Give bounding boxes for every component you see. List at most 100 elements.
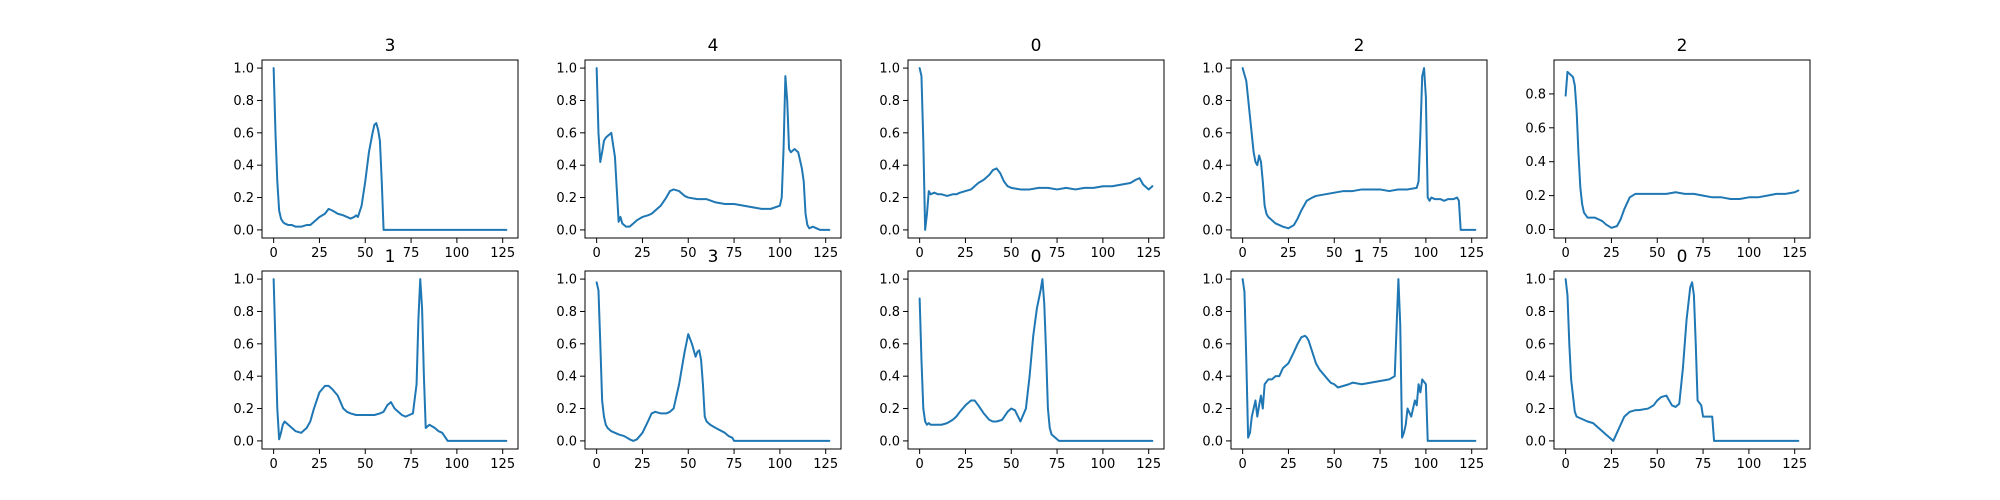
- y-tick-label: 0.8: [556, 94, 577, 109]
- y-tick-label: 0.6: [1525, 121, 1546, 136]
- x-tick-label: 25: [311, 246, 328, 261]
- x-tick-label: 0: [1238, 246, 1246, 261]
- y-tick-label: 0.4: [1202, 159, 1223, 174]
- subplot-1: 3 0 25 50 75 100 125 0.0 0.2 0.4 0.6 0.8 1.0: [233, 36, 519, 261]
- x-tick-label: 50: [1649, 457, 1666, 472]
- series-line: [1564, 70, 1800, 229]
- y-tick-label: 0.2: [556, 191, 577, 206]
- y-tick-label: 0.6: [879, 126, 900, 141]
- y-tick-label: 0.0: [1202, 434, 1223, 449]
- x-tick-label: 100: [444, 457, 469, 472]
- x-tick-label: 100: [1736, 246, 1761, 261]
- subplot-title: 3: [385, 36, 396, 56]
- x-tick-label: 100: [1090, 457, 1115, 472]
- x-tick-label: 25: [1603, 246, 1620, 261]
- subplot-title: 1: [1354, 247, 1365, 267]
- x-tick-label: 100: [1413, 246, 1438, 261]
- y-tick-label: 0.2: [1525, 402, 1546, 417]
- x-tick-label: 0: [592, 246, 600, 261]
- y-tick-label: 1.0: [233, 273, 254, 288]
- y-tick-label: 1.0: [556, 273, 577, 288]
- y-tick-label: 0.6: [556, 126, 577, 141]
- x-tick-label: 75: [726, 246, 743, 261]
- plot-frame: [907, 270, 1165, 450]
- x-tick-label: 125: [1782, 246, 1807, 261]
- y-tick-label: 1.0: [1202, 62, 1223, 77]
- x-tick-label: 75: [1695, 246, 1712, 261]
- x-tick-label: 0: [1561, 246, 1569, 261]
- x-tick-label: 25: [957, 246, 974, 261]
- subplot-title: 2: [1354, 36, 1365, 56]
- subplot-title: 0: [1031, 247, 1042, 267]
- plot-frame: [261, 270, 519, 450]
- x-tick-label: 50: [680, 457, 697, 472]
- x-tick-label: 75: [403, 457, 420, 472]
- series-line: [595, 67, 831, 231]
- subplot-title: 4: [708, 36, 719, 56]
- x-tick-label: 0: [269, 246, 277, 261]
- subplot-9: 1 0 25 50 75 100 125 0.0 0.2 0.4 0.6 0.8 1.0: [1202, 247, 1488, 472]
- y-tick-label: 0.4: [879, 370, 900, 385]
- y-tick-label: 1.0: [556, 62, 577, 77]
- subplot-5: 2 0 25 50 75 100 125 0.0 0.2 0.4 0.6 0.8: [1525, 36, 1811, 261]
- y-tick-label: 0.8: [1202, 94, 1223, 109]
- y-tick-label: 0.8: [1525, 305, 1546, 320]
- plot-frame: [1230, 270, 1488, 450]
- subplot-4: 2 0 25 50 75 100 125 0.0 0.2 0.4 0.6 0.8 1.0: [1202, 36, 1488, 261]
- x-tick-label: 50: [357, 246, 374, 261]
- subplot-title: 0: [1677, 247, 1688, 267]
- y-tick-label: 0.0: [879, 434, 900, 449]
- x-tick-label: 25: [1280, 457, 1297, 472]
- x-tick-label: 0: [269, 457, 277, 472]
- y-tick-label: 0.6: [1202, 337, 1223, 352]
- y-tick-label: 0.0: [879, 223, 900, 238]
- x-tick-label: 50: [357, 457, 374, 472]
- y-tick-label: 0.6: [233, 337, 254, 352]
- x-tick-label: 75: [1049, 246, 1066, 261]
- y-tick-label: 0.0: [233, 434, 254, 449]
- y-tick-label: 0.6: [233, 126, 254, 141]
- x-tick-label: 25: [634, 457, 651, 472]
- y-tick-label: 0.2: [1525, 189, 1546, 204]
- x-tick-label: 125: [490, 246, 515, 261]
- x-tick-label: 125: [1136, 457, 1161, 472]
- series-line: [272, 67, 508, 231]
- series-line: [1241, 67, 1477, 231]
- y-tick-label: 0.8: [1525, 87, 1546, 102]
- y-tick-label: 0.8: [233, 94, 254, 109]
- x-tick-label: 50: [1003, 246, 1020, 261]
- x-tick-label: 0: [1561, 457, 1569, 472]
- y-tick-label: 0.6: [879, 337, 900, 352]
- y-tick-label: 0.2: [1202, 191, 1223, 206]
- y-tick-label: 0.0: [1525, 434, 1546, 449]
- x-tick-label: 0: [915, 457, 923, 472]
- x-tick-label: 0: [592, 457, 600, 472]
- y-tick-label: 0.8: [556, 305, 577, 320]
- series-line: [595, 281, 831, 442]
- plot-frame: [1553, 270, 1811, 450]
- y-tick-label: 0.4: [233, 159, 254, 174]
- subplot-7: 3 0 25 50 75 100 125 0.0 0.2 0.4 0.6 0.8 1.0: [556, 247, 842, 472]
- subplot-10: 0 0 25 50 75 100 125 0.0 0.2 0.4 0.6 0.8 1.0: [1525, 247, 1811, 472]
- y-tick-label: 0.4: [879, 159, 900, 174]
- x-tick-label: 125: [813, 457, 838, 472]
- x-tick-label: 50: [1326, 457, 1343, 472]
- x-tick-label: 75: [1695, 457, 1712, 472]
- plot-frame: [584, 270, 842, 450]
- y-tick-label: 0.4: [1525, 370, 1546, 385]
- x-tick-label: 125: [1136, 246, 1161, 261]
- x-tick-label: 50: [1649, 246, 1666, 261]
- y-tick-label: 1.0: [1525, 273, 1546, 288]
- y-tick-label: 0.4: [233, 370, 254, 385]
- x-tick-label: 75: [403, 246, 420, 261]
- x-tick-label: 25: [1280, 246, 1297, 261]
- y-tick-label: 0.2: [556, 402, 577, 417]
- subplot-title: 3: [708, 247, 719, 267]
- x-tick-label: 100: [1090, 246, 1115, 261]
- y-tick-label: 0.2: [879, 402, 900, 417]
- y-tick-label: 0.4: [556, 159, 577, 174]
- subplot-6: 1 0 25 50 75 100 125 0.0 0.2 0.4 0.6 0.8 1.0: [233, 247, 519, 472]
- x-tick-label: 25: [634, 246, 651, 261]
- x-tick-label: 25: [311, 457, 328, 472]
